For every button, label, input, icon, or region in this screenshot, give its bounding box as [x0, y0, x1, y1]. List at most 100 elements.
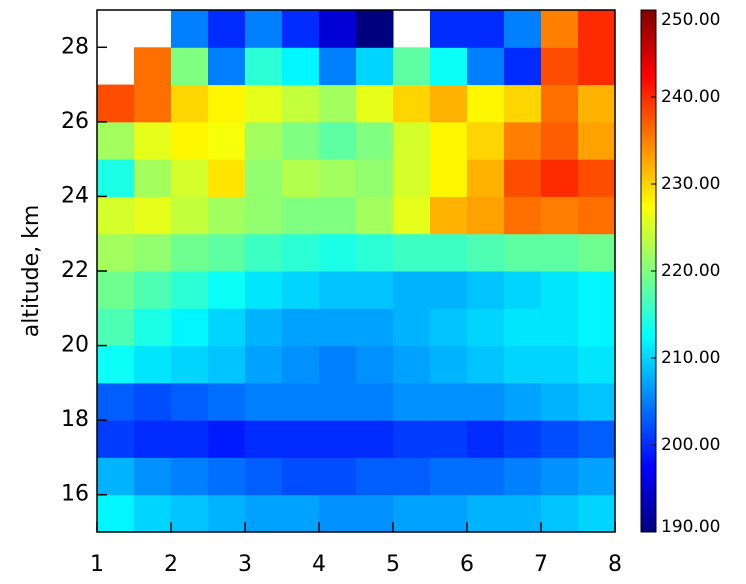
heat-cell	[430, 494, 468, 533]
heat-cell	[504, 84, 542, 123]
y-tick-label: 16	[61, 482, 89, 507]
heat-cell	[282, 457, 320, 496]
heat-cell	[504, 457, 542, 496]
y-tick-label: 24	[61, 183, 89, 208]
heat-cell	[578, 457, 616, 496]
heat-cell	[578, 345, 616, 384]
heat-cell	[356, 47, 394, 86]
heat-cell	[171, 121, 209, 160]
heat-cell	[208, 233, 246, 272]
heat-cell	[504, 420, 542, 458]
heat-cell	[578, 196, 616, 235]
heat-cell	[430, 345, 468, 384]
heat-cell	[578, 47, 616, 86]
heat-cell	[541, 10, 579, 48]
heat-cell	[467, 47, 505, 86]
colorbar-tick-label: 230.00	[661, 174, 720, 194]
heat-cell	[134, 271, 172, 309]
heat-cell	[97, 420, 135, 458]
heat-cell	[393, 457, 431, 496]
heat-cell	[467, 345, 505, 384]
heat-cell	[134, 457, 172, 496]
heat-cell	[134, 196, 172, 235]
heat-cell	[171, 84, 209, 123]
heat-cell	[356, 233, 394, 272]
heat-cell	[245, 84, 283, 123]
heat-cell	[504, 10, 542, 48]
heat-cell	[541, 84, 579, 123]
heat-cell	[319, 10, 357, 48]
heat-cell	[541, 233, 579, 272]
heat-cell	[541, 420, 579, 458]
heat-cell	[245, 271, 283, 309]
heat-cell	[171, 308, 209, 347]
heat-cell	[541, 121, 579, 160]
heat-cell	[97, 159, 135, 197]
x-tick-label: 8	[608, 552, 622, 577]
heat-cell	[282, 233, 320, 272]
heat-cell	[245, 420, 283, 458]
heat-cell	[541, 382, 579, 421]
heat-cell	[171, 196, 209, 235]
heat-cell	[393, 84, 431, 123]
heat-cell	[282, 308, 320, 347]
heat-cell	[208, 121, 246, 160]
heat-cell	[467, 84, 505, 123]
heat-cell	[541, 494, 579, 533]
heat-cell	[578, 420, 616, 458]
heat-cell	[208, 382, 246, 421]
heat-cell	[504, 271, 542, 309]
heat-cell	[504, 121, 542, 160]
heat-cell	[171, 159, 209, 197]
heat-cell	[282, 345, 320, 384]
heat-cell	[208, 345, 246, 384]
heat-cell	[356, 10, 394, 48]
heat-cell	[97, 308, 135, 347]
heat-cell	[319, 308, 357, 347]
heat-cell	[393, 47, 431, 86]
heat-cell	[245, 345, 283, 384]
heat-cell	[467, 494, 505, 533]
heat-cell	[467, 10, 505, 48]
heat-cell	[393, 420, 431, 458]
heat-cell	[208, 308, 246, 347]
heat-cell	[430, 233, 468, 272]
heat-cell	[134, 420, 172, 458]
colorbar-tick-label: 200.00	[661, 435, 720, 455]
heat-cell	[319, 84, 357, 123]
heat-cell	[208, 196, 246, 235]
heat-cell	[393, 233, 431, 272]
heat-cell	[393, 345, 431, 384]
heat-cell	[393, 308, 431, 347]
heat-cell	[356, 159, 394, 197]
heat-cell	[134, 308, 172, 347]
heat-cell	[467, 121, 505, 160]
heat-cell	[393, 494, 431, 533]
heat-cell	[467, 196, 505, 235]
heat-cell	[578, 308, 616, 347]
heat-cell	[356, 308, 394, 347]
y-tick-label: 22	[61, 258, 89, 283]
heat-cell	[245, 308, 283, 347]
heat-cell	[282, 121, 320, 160]
x-tick-label: 3	[238, 552, 252, 577]
x-tick-label: 5	[386, 552, 400, 577]
heat-cell	[245, 121, 283, 160]
heat-cell	[97, 233, 135, 272]
x-tick-label: 2	[164, 552, 178, 577]
heat-cell	[319, 196, 357, 235]
heat-cell	[245, 10, 283, 48]
heat-cell	[430, 47, 468, 86]
heat-cell	[356, 382, 394, 421]
heat-cell	[134, 345, 172, 384]
heat-cell	[467, 382, 505, 421]
heat-cell	[430, 271, 468, 309]
heat-cell	[578, 233, 616, 272]
heat-cell	[430, 420, 468, 458]
heat-cell	[282, 159, 320, 197]
heat-cell	[578, 121, 616, 160]
heat-cell	[467, 457, 505, 496]
heat-cell	[134, 121, 172, 160]
heat-cell	[134, 159, 172, 197]
heat-cell	[467, 271, 505, 309]
